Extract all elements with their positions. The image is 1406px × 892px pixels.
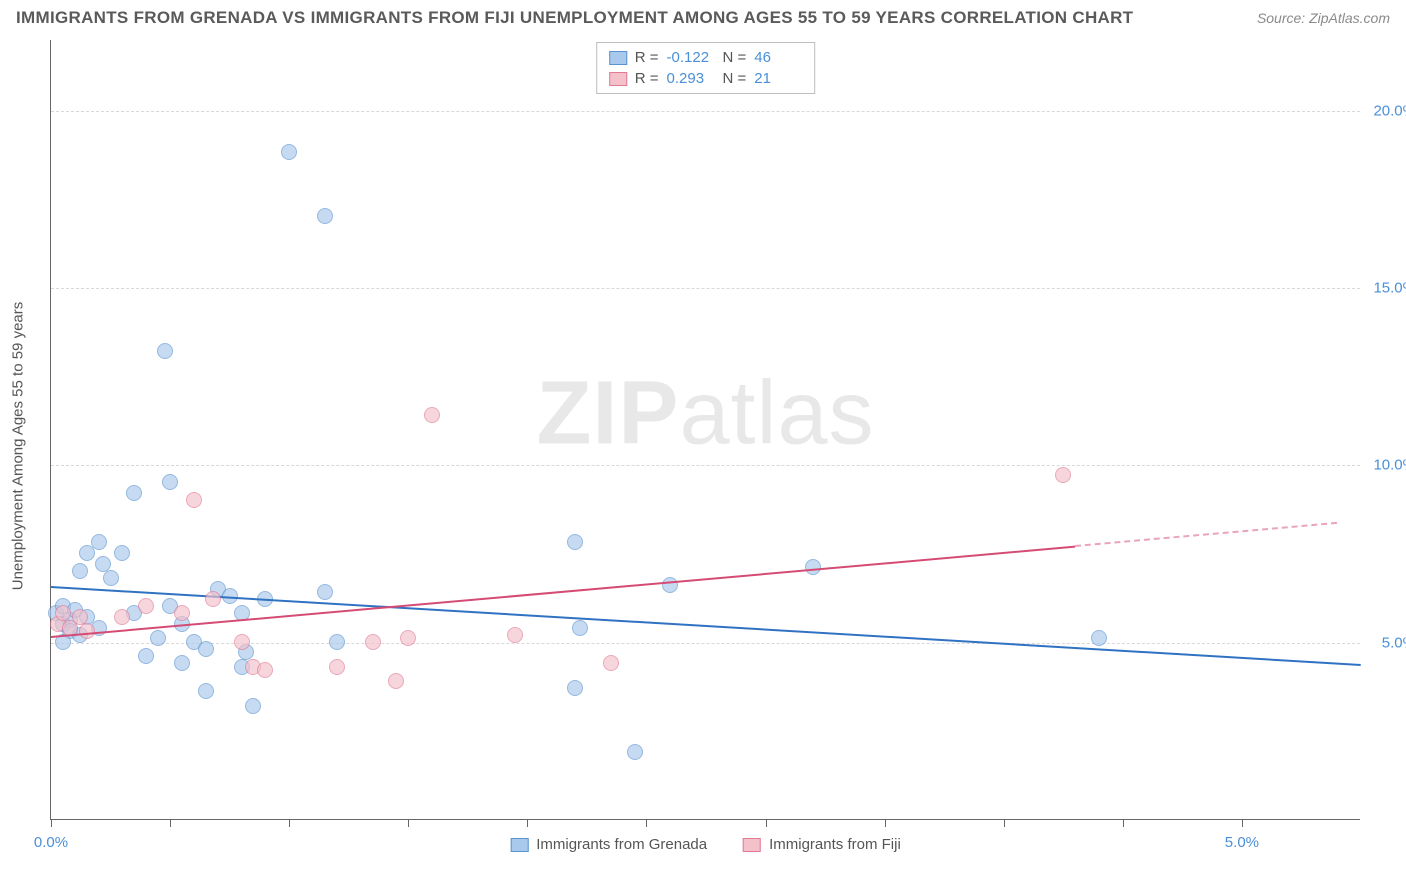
gridline	[51, 465, 1360, 466]
x-tick	[170, 819, 171, 827]
x-tick	[51, 819, 52, 827]
data-point	[627, 744, 643, 760]
data-point	[126, 485, 142, 501]
data-point	[114, 609, 130, 625]
data-point	[257, 662, 273, 678]
plot-area: ZIPatlas R =-0.122N =46R =0.293N =21 Imm…	[50, 40, 1360, 820]
data-point	[572, 620, 588, 636]
data-point	[174, 605, 190, 621]
data-point	[317, 584, 333, 600]
x-tick	[408, 819, 409, 827]
legend-series-item: Immigrants from Grenada	[510, 836, 707, 853]
data-point	[103, 570, 119, 586]
data-point	[79, 623, 95, 639]
legend-swatch	[609, 72, 627, 86]
y-tick-label: 5.0%	[1366, 634, 1406, 651]
data-point	[365, 634, 381, 650]
legend-n-value: 21	[754, 68, 802, 89]
data-point	[1091, 630, 1107, 646]
y-axis-title: Unemployment Among Ages 55 to 59 years	[10, 302, 27, 591]
legend-swatch	[609, 51, 627, 65]
legend-r-value: -0.122	[667, 47, 715, 68]
data-point	[150, 630, 166, 646]
y-tick-label: 10.0%	[1366, 457, 1406, 474]
data-point	[114, 545, 130, 561]
data-point	[162, 474, 178, 490]
watermark: ZIPatlas	[536, 362, 874, 465]
legend-r-label: R =	[635, 47, 659, 68]
legend-series: Immigrants from Grenada Immigrants from F…	[510, 836, 901, 853]
data-point	[186, 492, 202, 508]
data-point	[424, 407, 440, 423]
data-point	[507, 627, 523, 643]
data-point	[400, 630, 416, 646]
legend-series-item: Immigrants from Fiji	[743, 836, 901, 853]
data-point	[138, 648, 154, 664]
data-point	[198, 683, 214, 699]
legend-r-label: R =	[635, 68, 659, 89]
data-point	[1055, 467, 1071, 483]
x-tick	[289, 819, 290, 827]
data-point	[281, 144, 297, 160]
legend-series-label: Immigrants from Fiji	[769, 836, 901, 853]
data-point	[567, 680, 583, 696]
y-tick-label: 15.0%	[1366, 280, 1406, 297]
data-point	[91, 534, 107, 550]
chart-title: IMMIGRANTS FROM GRENADA VS IMMIGRANTS FR…	[16, 8, 1133, 28]
x-tick	[885, 819, 886, 827]
x-tick	[1123, 819, 1124, 827]
data-point	[329, 659, 345, 675]
x-tick	[766, 819, 767, 827]
data-point	[205, 591, 221, 607]
data-point	[603, 655, 619, 671]
data-point	[329, 634, 345, 650]
trend-line	[1075, 522, 1337, 547]
legend-stats: R = -0.122 N = 46 R = 0.293 N = 21	[596, 42, 816, 94]
legend-r-value: 0.293	[667, 68, 715, 89]
x-tick-label: 0.0%	[34, 834, 68, 851]
legend-n-label: N =	[723, 68, 747, 89]
legend-swatch	[743, 838, 761, 852]
data-point	[388, 673, 404, 689]
data-point	[234, 634, 250, 650]
legend-swatch	[510, 838, 528, 852]
data-point	[157, 343, 173, 359]
data-point	[72, 563, 88, 579]
data-point	[174, 655, 190, 671]
data-point	[317, 208, 333, 224]
x-tick	[527, 819, 528, 827]
data-point	[138, 598, 154, 614]
legend-stat-row: R = 0.293 N = 21	[609, 68, 803, 89]
x-tick	[646, 819, 647, 827]
legend-n-value: 46	[754, 47, 802, 68]
data-point	[662, 577, 678, 593]
legend-stat-row: R = -0.122 N = 46	[609, 47, 803, 68]
x-tick	[1242, 819, 1243, 827]
trend-line	[51, 545, 1075, 637]
x-tick-label: 5.0%	[1225, 834, 1259, 851]
x-tick	[1004, 819, 1005, 827]
gridline	[51, 111, 1360, 112]
legend-n-label: N =	[723, 47, 747, 68]
legend-series-label: Immigrants from Grenada	[536, 836, 707, 853]
data-point	[567, 534, 583, 550]
gridline	[51, 288, 1360, 289]
y-tick-label: 20.0%	[1366, 102, 1406, 119]
data-point	[198, 641, 214, 657]
data-point	[245, 698, 261, 714]
source-label: Source: ZipAtlas.com	[1257, 10, 1390, 26]
